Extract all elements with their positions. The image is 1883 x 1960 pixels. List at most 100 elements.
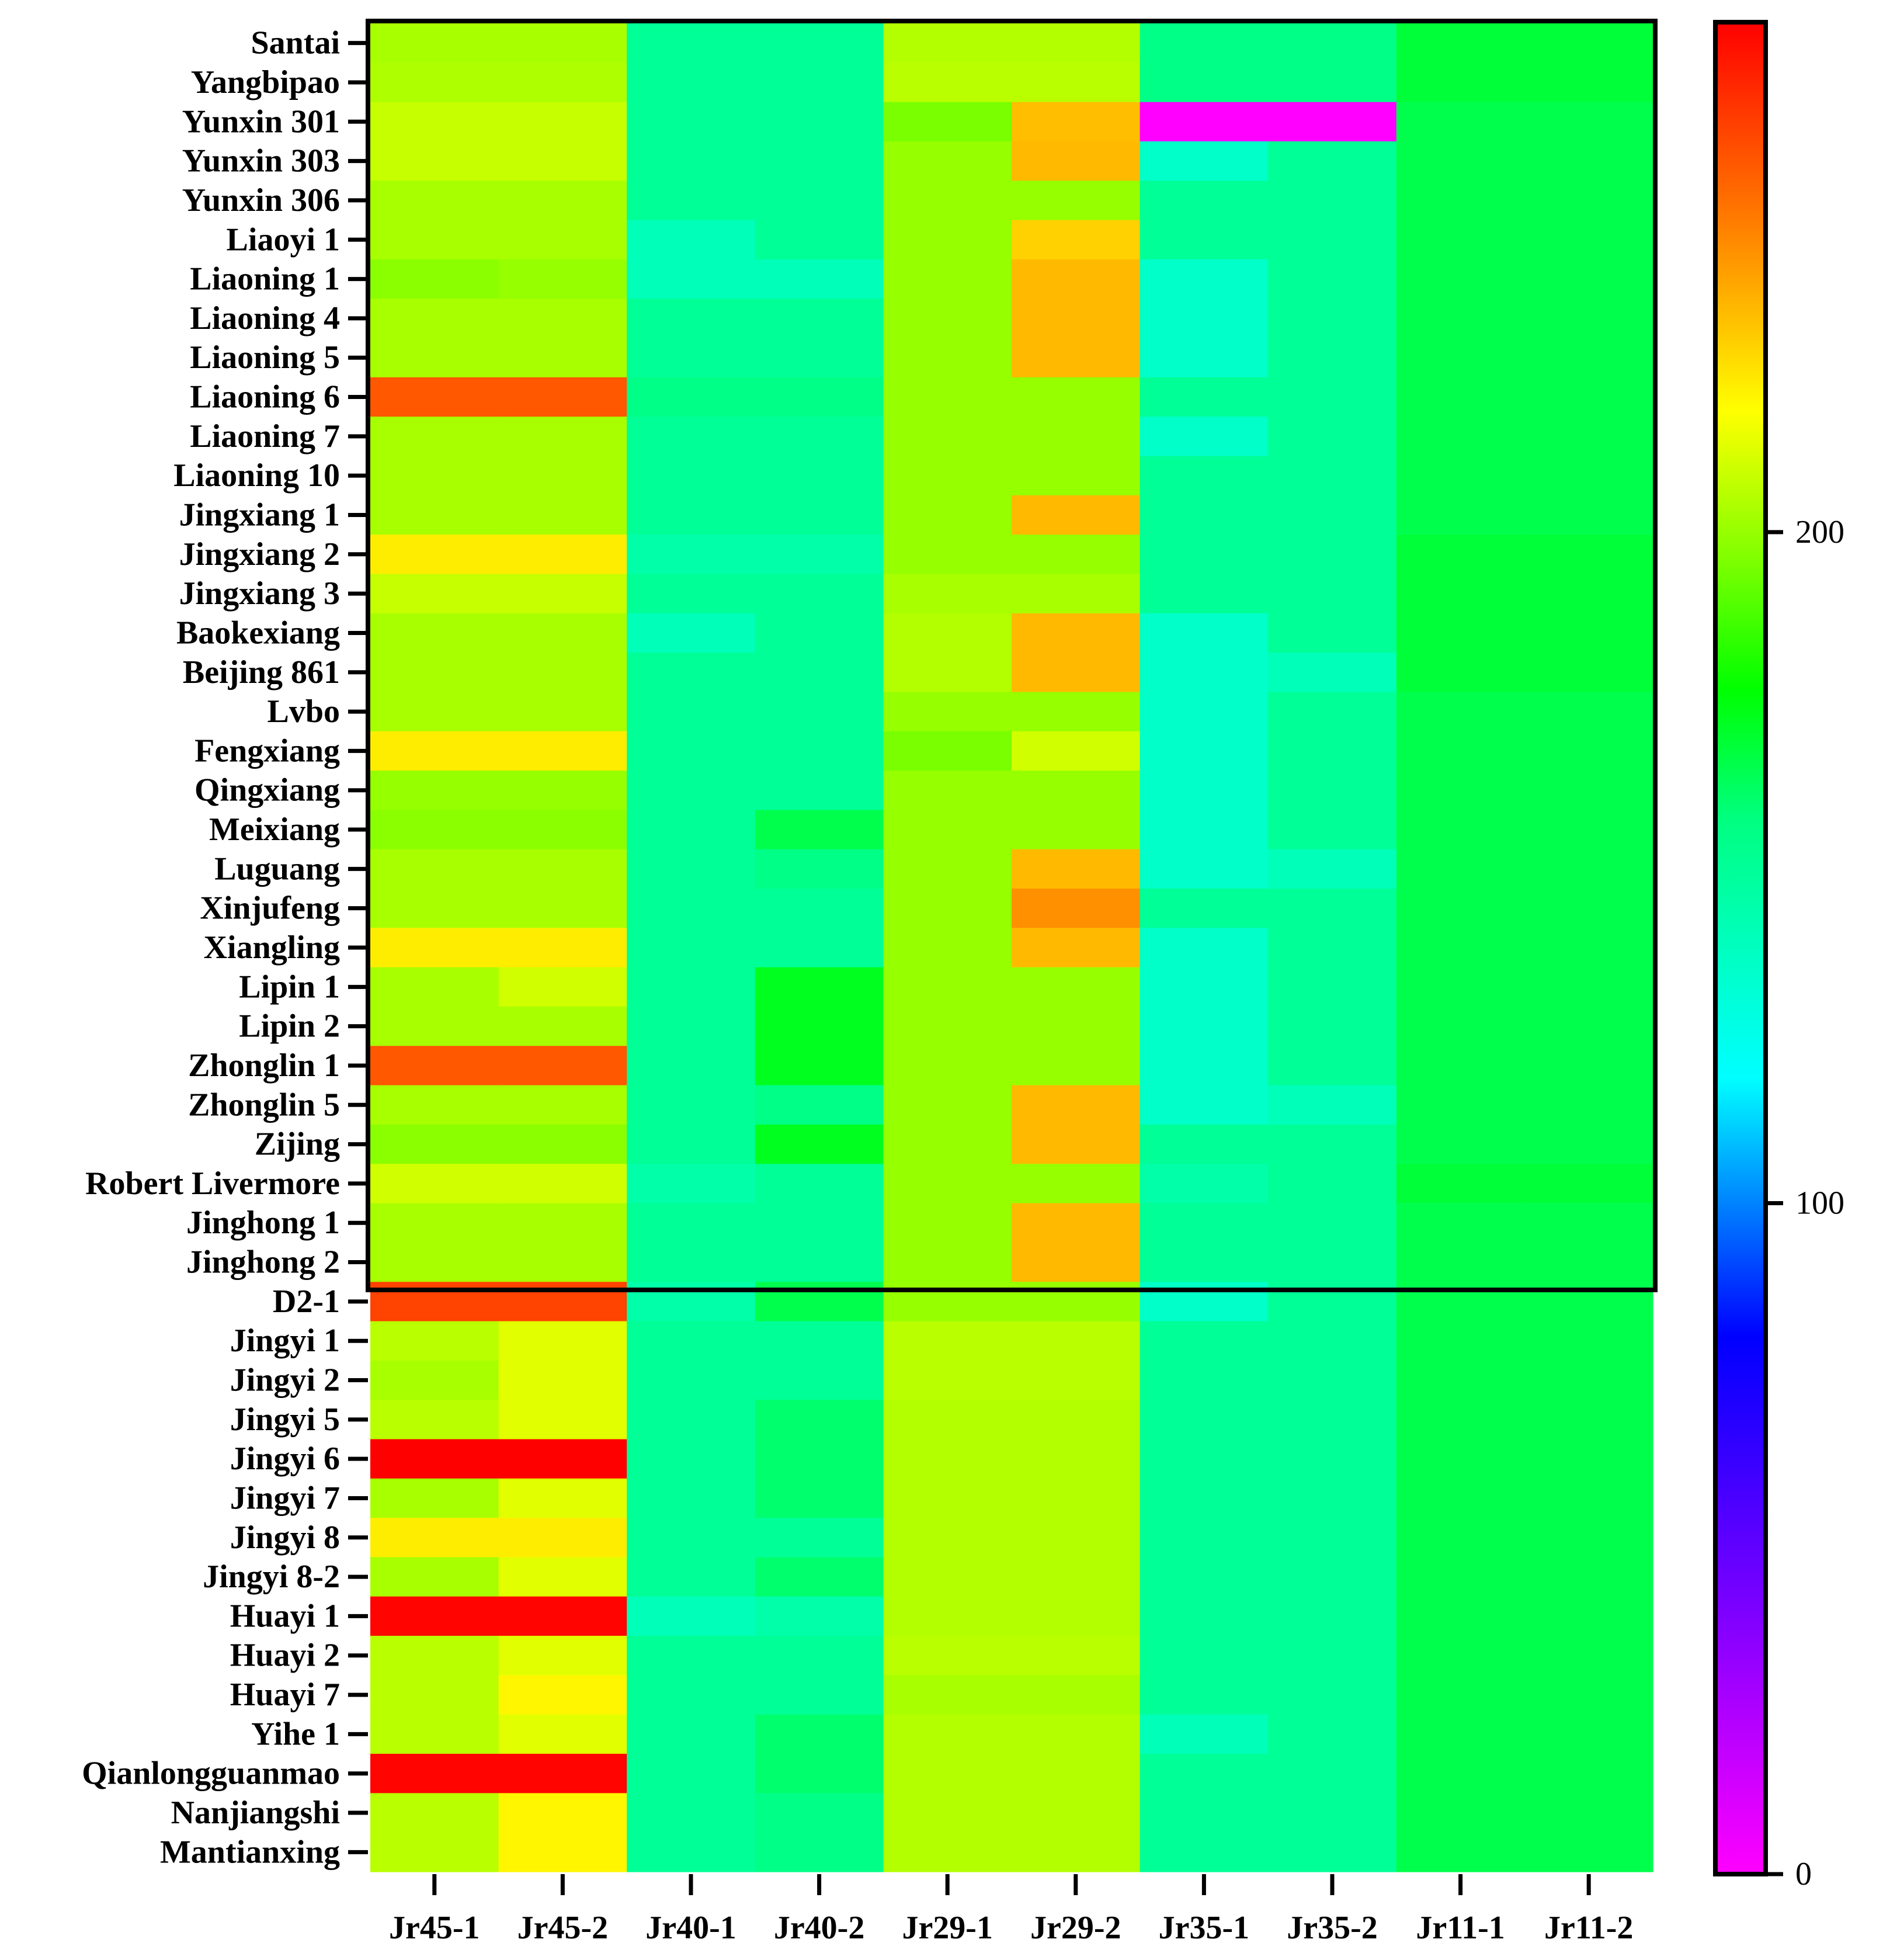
heatmap-cell — [498, 259, 627, 299]
heatmap-cell — [370, 1321, 499, 1361]
heatmap-cell — [1139, 574, 1269, 614]
y-tick-label: Jingyi 2 — [230, 1362, 340, 1399]
heatmap-cell — [1012, 1754, 1141, 1794]
heatmap-cell — [627, 299, 756, 339]
y-tick-label: Huayi 1 — [230, 1598, 340, 1634]
heatmap-cell — [370, 1203, 499, 1243]
heatmap-cell — [627, 653, 756, 693]
colorbar-gradient — [1713, 20, 1768, 1876]
y-tick-label: Jingyi 8 — [230, 1520, 340, 1556]
heatmap-cell — [883, 417, 1012, 457]
heatmap-cell — [883, 1164, 1012, 1204]
heatmap-cell — [1268, 259, 1397, 299]
y-tick-label: Beijing 861 — [183, 654, 340, 691]
heatmap-cell — [755, 63, 884, 103]
heatmap-cell — [755, 613, 884, 653]
x-tick-label: Jr40-1 — [645, 1910, 736, 1946]
heatmap-cell — [498, 417, 627, 457]
heatmap-cell — [1012, 849, 1141, 889]
heatmap-cell — [1524, 535, 1653, 575]
heatmap-cell — [1524, 1124, 1653, 1164]
heatmap-cell — [1012, 181, 1141, 221]
heatmap-cell — [1524, 967, 1653, 1007]
heatmap-cell — [498, 1124, 627, 1164]
heatmap-cell — [883, 849, 1012, 889]
heatmap-cell — [1524, 1596, 1653, 1636]
heatmap-cell — [1139, 1675, 1269, 1715]
heatmap-cell — [1396, 1006, 1525, 1046]
heatmap-cell — [1268, 849, 1397, 889]
heatmap-cell — [1012, 1439, 1141, 1479]
heatmap-cell — [1268, 731, 1397, 771]
heatmap-cell — [1524, 1321, 1653, 1361]
heatmap-cell — [370, 1675, 499, 1715]
heatmap-cell — [883, 141, 1012, 181]
heatmap-cell — [1396, 535, 1525, 575]
heatmap-cell — [1012, 1636, 1141, 1676]
heatmap-cell — [755, 692, 884, 732]
heatmap-cell — [755, 1754, 884, 1794]
heatmap-cell — [1524, 1242, 1653, 1282]
heatmap-cell — [1268, 535, 1397, 575]
heatmap-cell — [883, 1636, 1012, 1676]
heatmap-cell — [1268, 338, 1397, 378]
heatmap-cell — [1139, 1754, 1269, 1794]
heatmap-cell — [627, 849, 756, 889]
heatmap-cell — [370, 495, 499, 535]
heatmap-cell — [1012, 1714, 1141, 1754]
heatmap-cell — [627, 1832, 756, 1872]
y-tick-label: Liaoning 7 — [190, 418, 340, 455]
heatmap-cell — [883, 692, 1012, 732]
heatmap-cell — [1524, 181, 1653, 221]
heatmap-cell — [1012, 220, 1141, 260]
heatmap-cell — [498, 1085, 627, 1125]
heatmap-cell — [498, 1203, 627, 1243]
heatmap-cell — [1139, 1085, 1269, 1125]
heatmap-cell — [627, 1518, 756, 1558]
heatmap-cell — [1012, 377, 1141, 417]
heatmap-cell — [370, 1164, 499, 1204]
heatmap-cell — [1268, 299, 1397, 339]
heatmap-cell — [627, 1714, 756, 1754]
heatmap-cell — [1524, 1006, 1653, 1046]
heatmap-cell — [1268, 1164, 1397, 1204]
heatmap-cell — [1139, 535, 1269, 575]
heatmap-cell — [1396, 338, 1525, 378]
heatmap-cell — [1012, 1675, 1141, 1715]
heatmap-cell — [498, 1714, 627, 1754]
heatmap-cell — [1396, 1754, 1525, 1794]
heatmap-cell — [498, 1321, 627, 1361]
heatmap-cell — [1012, 141, 1141, 181]
heatmap-cell — [755, 1518, 884, 1558]
heatmap-cell — [627, 1046, 756, 1086]
heatmap-cell — [1268, 692, 1397, 732]
heatmap-cell — [1139, 141, 1269, 181]
heatmap-cell — [627, 771, 756, 810]
heatmap-cell — [498, 1242, 627, 1282]
heatmap-cell — [1524, 1439, 1653, 1479]
y-tick-label: Santai — [251, 25, 341, 61]
heatmap-cell — [1396, 1360, 1525, 1400]
heatmap-cell — [370, 613, 499, 653]
heatmap-cell — [370, 1124, 499, 1164]
heatmap-cell — [1012, 574, 1141, 614]
y-tick-label: Yunxin 301 — [182, 103, 340, 140]
heatmap-cell — [1268, 1400, 1397, 1440]
heatmap-cell — [1524, 574, 1653, 614]
heatmap-cell — [1268, 1518, 1397, 1558]
heatmap-cell — [755, 810, 884, 850]
heatmap-cell — [755, 771, 884, 810]
heatmap-cell — [370, 849, 499, 889]
y-tick-label: Xinjufeng — [200, 890, 340, 927]
heatmap-cell — [627, 1164, 756, 1204]
heatmap-cell — [1012, 456, 1141, 496]
heatmap-cell — [1012, 23, 1141, 63]
heatmap-cell — [627, 1596, 756, 1636]
heatmap-cell — [370, 102, 499, 142]
heatmap-cell — [498, 1793, 627, 1833]
heatmap-cell — [1524, 1478, 1653, 1518]
heatmap-cell — [1396, 299, 1525, 339]
heatmap-cell — [755, 417, 884, 457]
heatmap-cell — [370, 653, 499, 693]
heatmap-cell — [1396, 456, 1525, 496]
